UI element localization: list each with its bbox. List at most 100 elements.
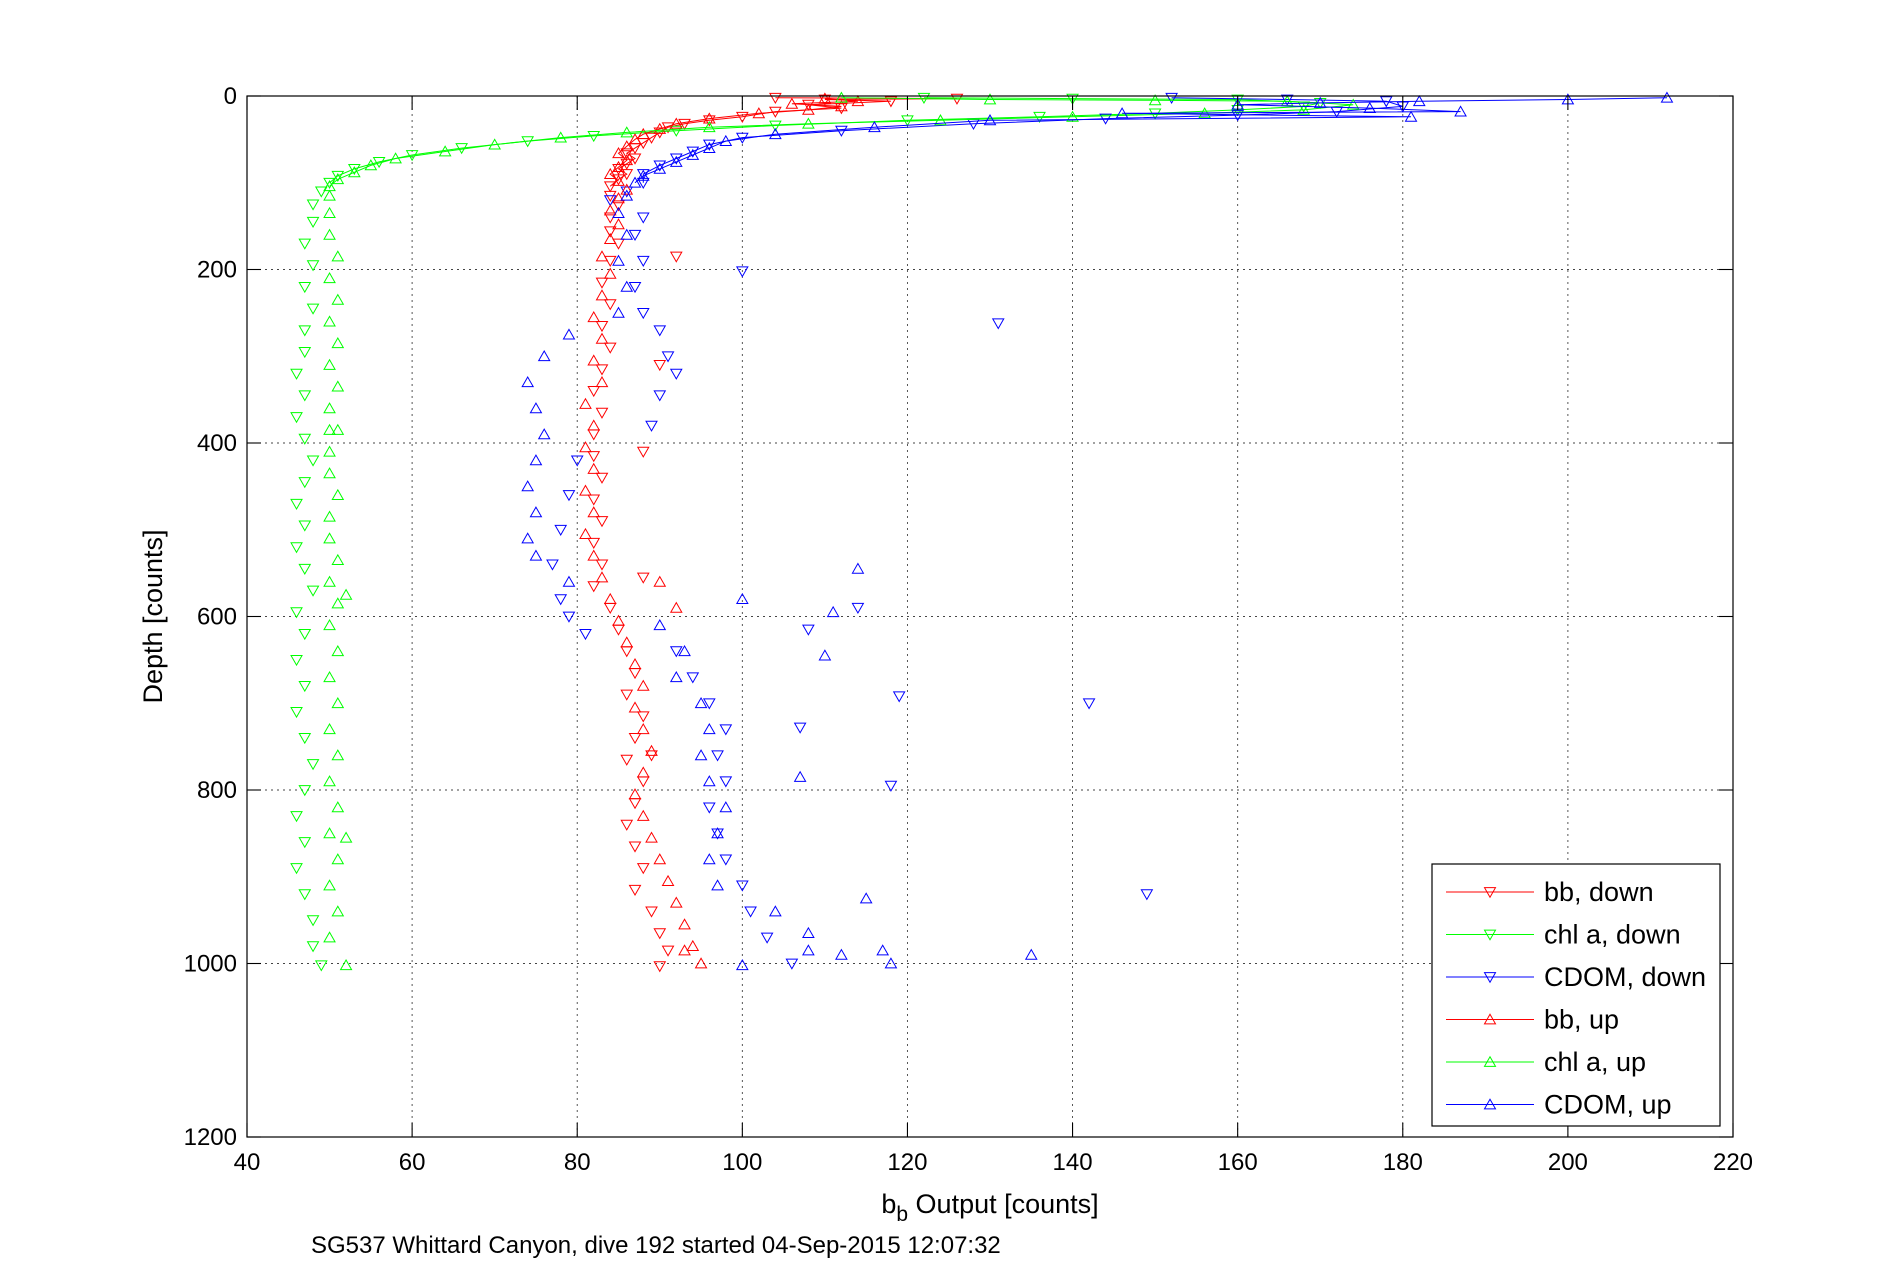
data-point bbox=[620, 183, 634, 195]
data-point bbox=[595, 472, 609, 484]
data-point bbox=[694, 957, 708, 969]
data-point bbox=[653, 575, 667, 587]
data-point bbox=[306, 759, 320, 771]
data-point bbox=[290, 707, 303, 719]
data-point bbox=[612, 254, 625, 266]
data-point bbox=[331, 697, 345, 709]
data-point bbox=[323, 618, 336, 631]
data-point bbox=[818, 649, 832, 661]
data-point bbox=[818, 92, 832, 104]
data-point bbox=[653, 961, 667, 973]
data-point bbox=[323, 575, 336, 587]
data-point bbox=[331, 250, 345, 262]
data-point bbox=[298, 785, 312, 797]
dive-caption: SG537 Whittard Canyon, dive 192 started … bbox=[311, 1232, 1001, 1259]
data-point bbox=[661, 945, 675, 957]
data-point bbox=[364, 159, 378, 171]
data-point bbox=[488, 138, 502, 150]
data-point bbox=[884, 957, 898, 969]
data-point bbox=[290, 368, 303, 380]
data-point bbox=[1297, 103, 1311, 115]
x-tick-label: 60 bbox=[399, 1149, 426, 1176]
data-point bbox=[347, 166, 361, 178]
legend-label: CDOM, up bbox=[1544, 1090, 1672, 1120]
data-point bbox=[711, 828, 724, 840]
data-point bbox=[711, 879, 724, 891]
data-point bbox=[785, 958, 799, 970]
legend-entry: CDOM, down bbox=[1446, 962, 1706, 992]
data-point bbox=[587, 506, 601, 518]
data-point bbox=[290, 863, 303, 875]
data-point bbox=[636, 212, 650, 224]
legend-label: chl a, up bbox=[1544, 1047, 1646, 1077]
data-point bbox=[587, 462, 601, 474]
data-point bbox=[628, 701, 642, 713]
data-point bbox=[339, 588, 353, 600]
data-point bbox=[653, 122, 667, 134]
data-point bbox=[331, 173, 345, 185]
series-bb-up bbox=[579, 92, 865, 969]
data-point bbox=[595, 320, 609, 333]
data-point bbox=[306, 260, 320, 272]
data-point bbox=[579, 441, 592, 453]
data-point bbox=[636, 766, 650, 778]
data-point bbox=[587, 537, 601, 549]
data-point bbox=[1346, 98, 1360, 110]
data-point bbox=[331, 749, 345, 761]
data-point bbox=[702, 139, 716, 151]
data-point bbox=[678, 644, 691, 657]
data-point bbox=[587, 451, 601, 463]
data-point bbox=[612, 206, 625, 219]
legend-marker bbox=[1483, 1013, 1497, 1025]
data-point bbox=[785, 97, 799, 109]
data-point bbox=[331, 905, 345, 917]
data-point bbox=[603, 167, 617, 179]
x-tick-label: 200 bbox=[1548, 1149, 1588, 1176]
legend-entry: CDOM, up bbox=[1446, 1090, 1672, 1120]
legend-marker bbox=[1483, 887, 1497, 899]
data-point bbox=[628, 657, 642, 670]
data-point bbox=[735, 592, 749, 605]
data-point bbox=[529, 402, 543, 414]
data-point bbox=[438, 145, 452, 157]
legend-marker bbox=[1483, 972, 1497, 984]
data-point bbox=[603, 204, 617, 216]
data-point bbox=[306, 941, 320, 953]
data-point bbox=[653, 325, 667, 337]
data-point bbox=[603, 342, 617, 354]
x-tick-label: 140 bbox=[1053, 1149, 1093, 1176]
data-point bbox=[628, 788, 642, 800]
data-point bbox=[669, 251, 683, 263]
data-point bbox=[323, 775, 336, 787]
data-point bbox=[595, 376, 609, 388]
data-point bbox=[669, 125, 683, 137]
data-point bbox=[603, 592, 617, 605]
x-axis-label-subscript: b bbox=[896, 1203, 908, 1226]
data-point bbox=[892, 691, 906, 703]
data-point bbox=[628, 229, 642, 242]
data-point bbox=[917, 92, 931, 104]
data-point bbox=[802, 926, 815, 939]
data-point bbox=[298, 281, 312, 294]
legend-box bbox=[1431, 863, 1721, 1127]
data-point bbox=[669, 155, 683, 167]
y-tick-label: 0 bbox=[224, 83, 237, 110]
data-point bbox=[595, 289, 609, 301]
x-tick-label: 40 bbox=[234, 1149, 261, 1176]
data-point bbox=[529, 549, 543, 561]
legend-entry: chl a, down bbox=[1446, 920, 1681, 950]
data-point bbox=[339, 959, 353, 971]
data-point bbox=[298, 390, 312, 402]
data-point bbox=[645, 744, 658, 756]
series-line bbox=[329, 97, 1321, 184]
data-point bbox=[768, 120, 782, 132]
data-point bbox=[661, 874, 675, 886]
data-point bbox=[636, 127, 650, 140]
data-point bbox=[620, 228, 634, 240]
data-point bbox=[323, 423, 336, 435]
data-point bbox=[587, 429, 601, 441]
data-point bbox=[669, 646, 683, 658]
data-point bbox=[620, 636, 634, 648]
data-point bbox=[719, 854, 733, 866]
x-tick-label: 160 bbox=[1218, 1149, 1258, 1176]
